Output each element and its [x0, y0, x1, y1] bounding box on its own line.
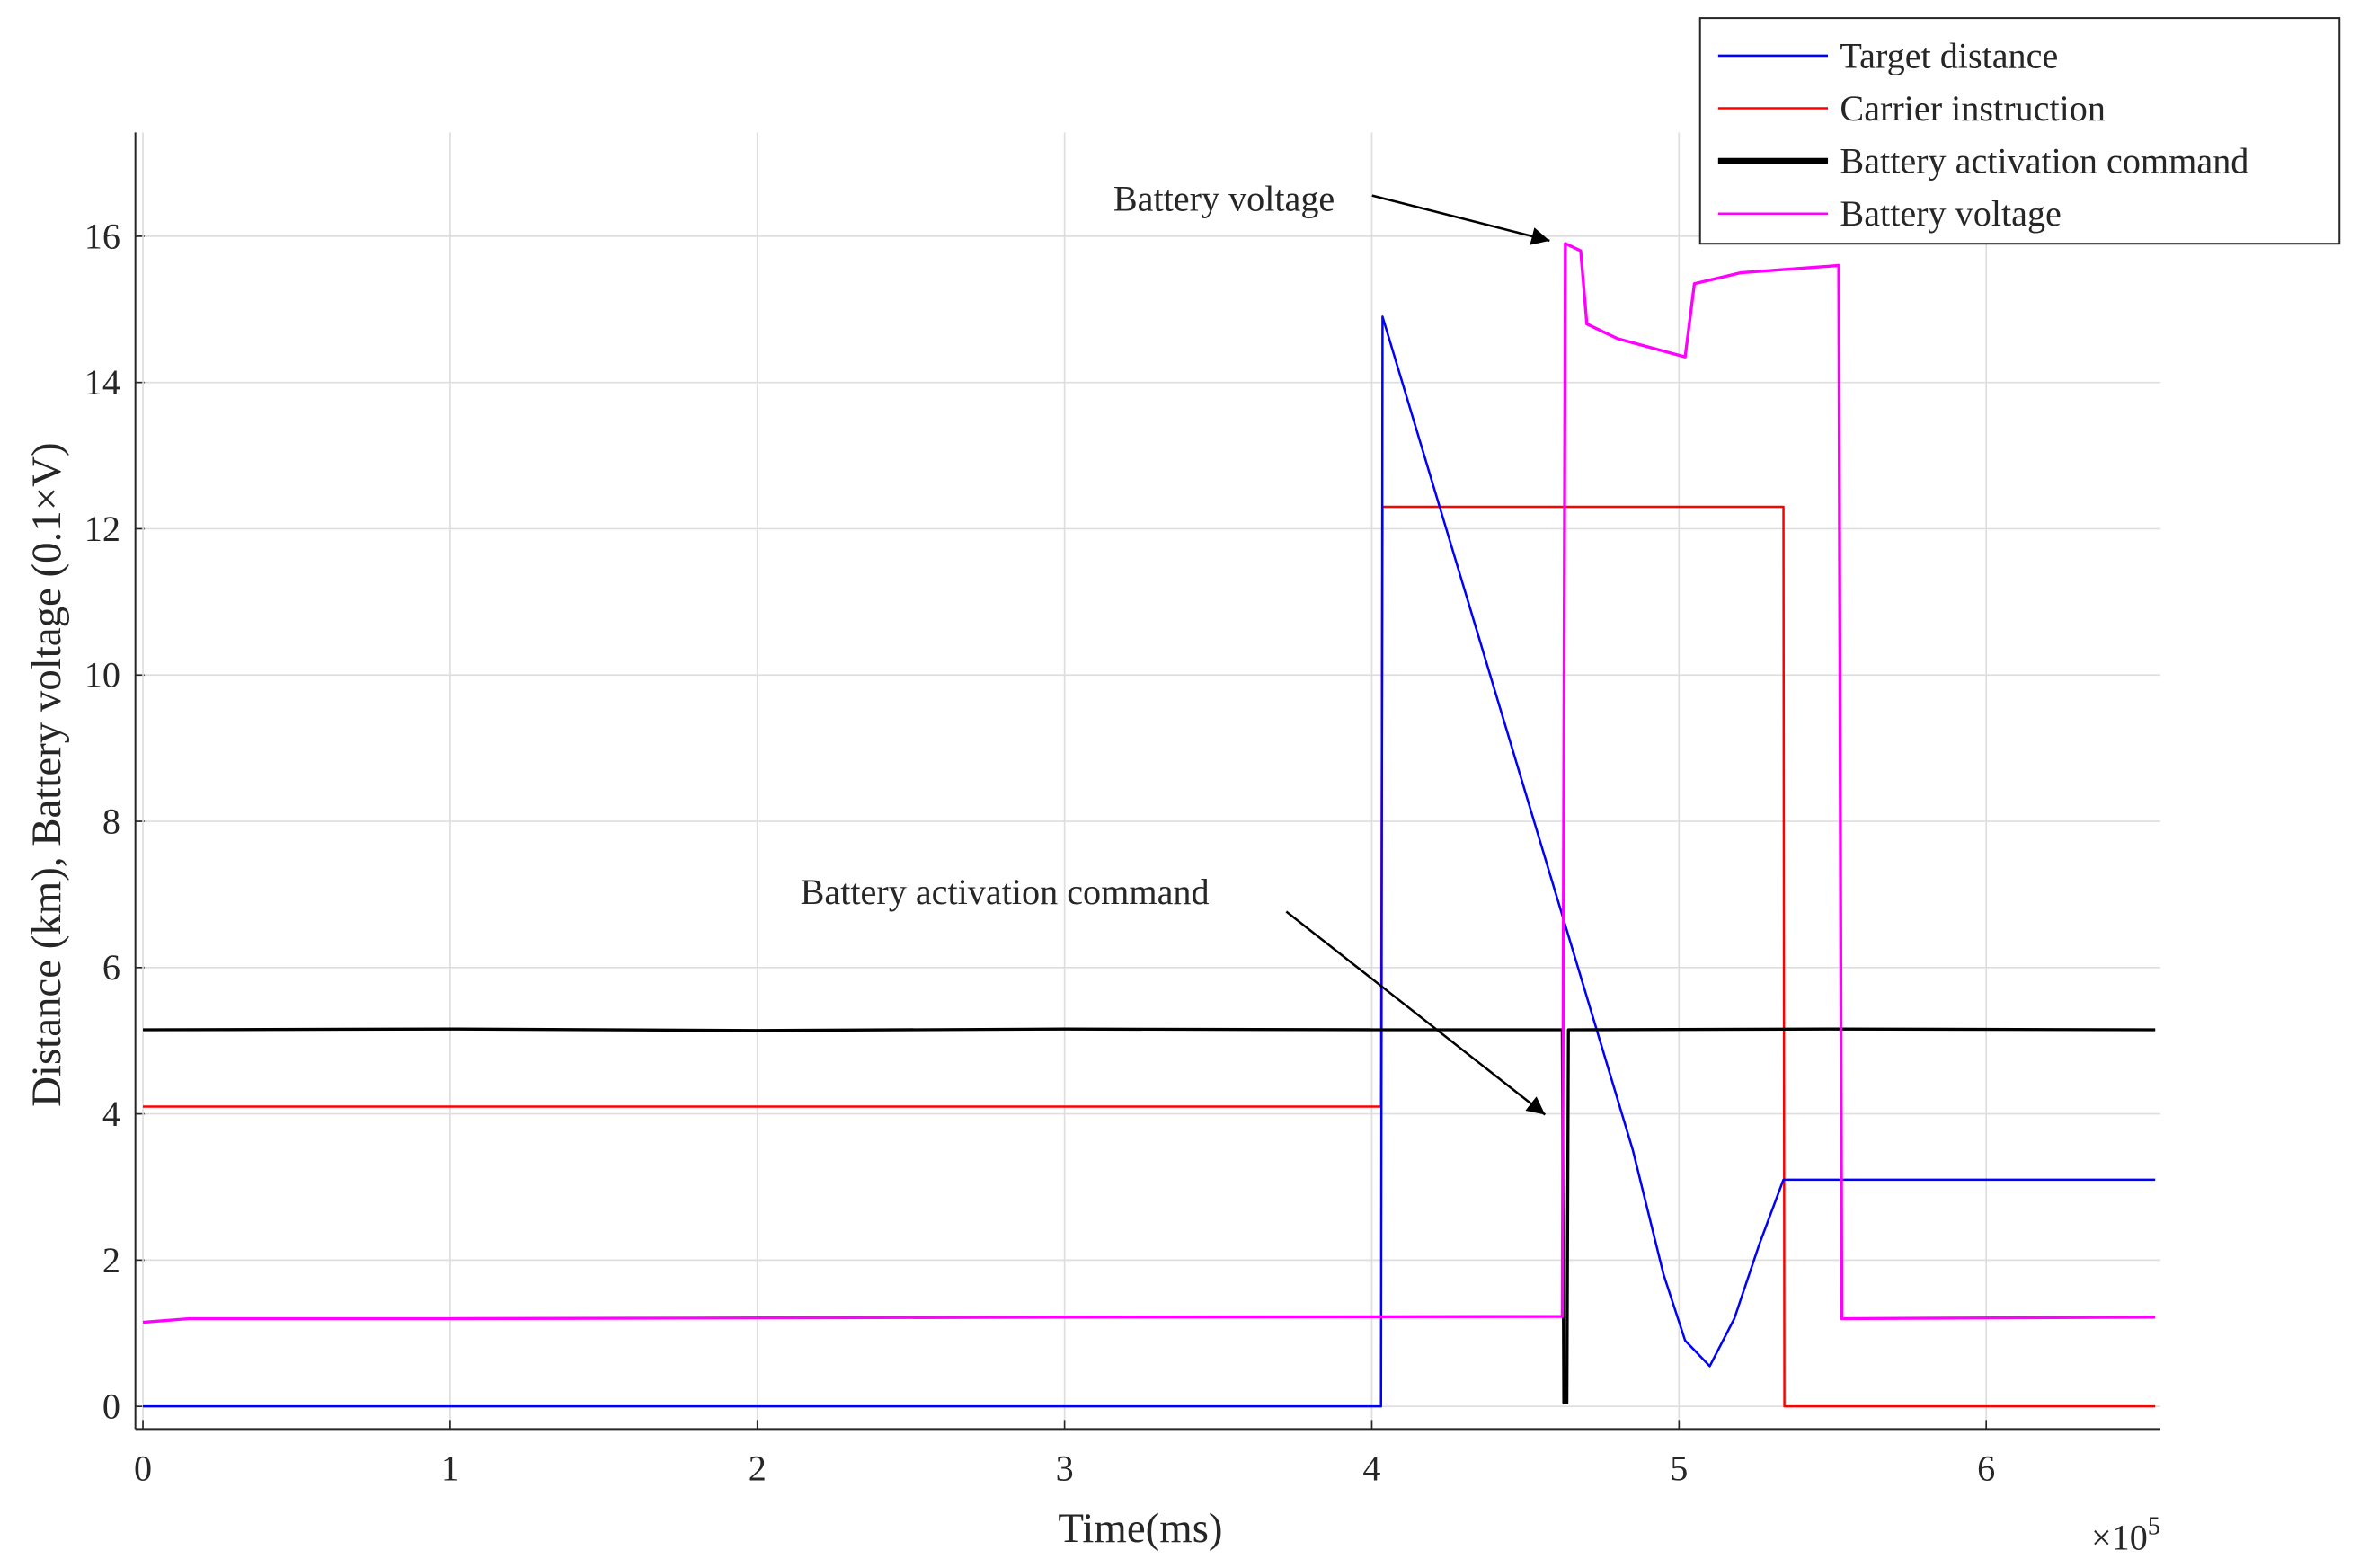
x-tick-label: 3 [1056, 1448, 1074, 1488]
x-tick-label: 5 [1670, 1448, 1688, 1488]
x-tick-label: 1 [441, 1448, 459, 1488]
x-multiplier-base: ×10 [2091, 1517, 2148, 1557]
x-tick-label: 0 [134, 1448, 152, 1488]
x-multiplier: ×105 [2091, 1513, 2160, 1558]
series-line [143, 505, 2156, 1408]
series-line [143, 315, 2156, 1408]
series-line [142, 242, 2156, 1324]
y-tick-label: 8 [102, 801, 120, 841]
y-tick-label: 6 [102, 947, 120, 988]
y-tick-label: 0 [102, 1386, 120, 1427]
x-axis-label: Time(ms) [1058, 1505, 1222, 1552]
x-multiplier-exponent: 5 [2148, 1513, 2160, 1541]
annotation: Battery activation command [801, 872, 1210, 912]
y-tick-label: 16 [84, 216, 120, 256]
legend-label: Battery voltage [1840, 193, 2061, 234]
legend-label: Carrier instruction [1840, 88, 2106, 128]
y-axis-label: Distance (km), Battery voltage (0.1×V) [23, 442, 70, 1107]
y-tick-label: 12 [84, 509, 120, 549]
y-tick-label: 14 [84, 362, 120, 403]
x-tick-label: 6 [1977, 1448, 1995, 1488]
x-tick-label: 4 [1362, 1448, 1380, 1488]
annotation-arrow [1285, 910, 1547, 1116]
legend-label: Battery activation command [1840, 141, 2248, 182]
annotation: Battery voltage [1113, 178, 1335, 218]
y-tick-label: 10 [84, 655, 120, 695]
y-tick-label: 2 [102, 1240, 120, 1280]
x-tick-label: 2 [749, 1448, 767, 1488]
legend-label: Target distance [1840, 35, 2058, 75]
y-tick-label: 4 [102, 1094, 120, 1134]
annotation-arrow [1371, 194, 1550, 245]
